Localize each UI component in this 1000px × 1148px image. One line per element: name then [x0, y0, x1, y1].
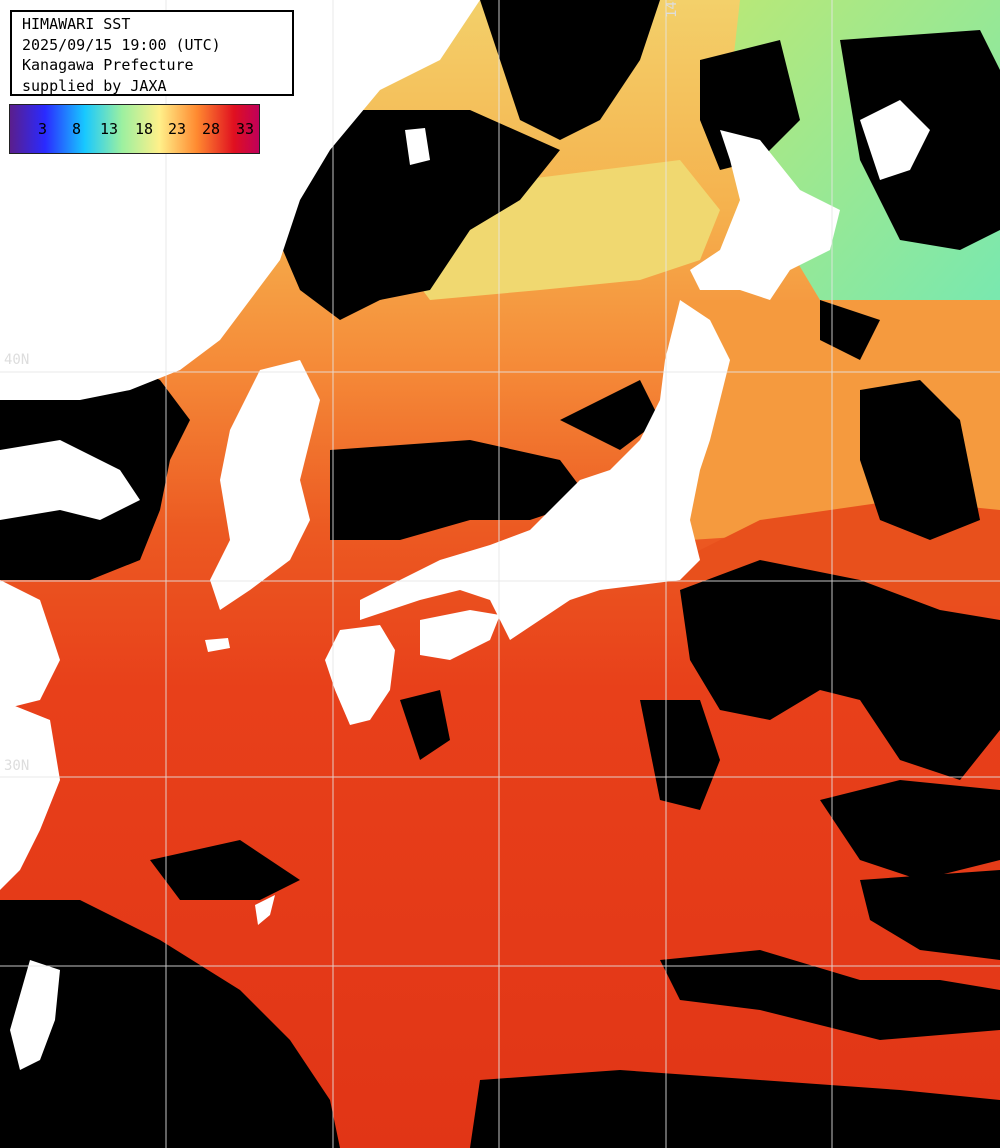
korean-peninsula [210, 360, 320, 610]
jeju [205, 638, 230, 652]
okinawa [255, 895, 275, 925]
title-line-3: Kanagawa Prefecture [22, 56, 194, 74]
shandong [0, 580, 60, 710]
hokkaido [690, 130, 840, 300]
kyushu [325, 625, 395, 725]
land-masses [0, 0, 930, 1070]
scale-label: 3 [38, 120, 48, 138]
color-scale-bar [10, 105, 259, 153]
scale-label: 33 [236, 120, 255, 138]
scale-label: 28 [202, 120, 221, 138]
scale-label: 18 [135, 120, 154, 138]
lon-label-140e: 140E [664, 0, 680, 18]
china-coast [0, 700, 60, 890]
color-scale-labels: 3 8 13 18 23 28 33 [10, 105, 259, 153]
oki-islands [405, 128, 430, 165]
title-line-1: HIMAWARI SST [22, 15, 131, 33]
title-line-4: supplied by JAXA [22, 76, 167, 95]
lat-label-40n: 40N [4, 352, 30, 368]
north-cool-sea [400, 160, 720, 300]
scale-label: 8 [72, 120, 82, 138]
map-title-box: HIMAWARI SST 2025/09/15 19:00 (UTC) Kana… [10, 10, 294, 96]
shikoku [420, 610, 500, 660]
lat-label-30n: 30N [4, 758, 30, 774]
scale-label: 13 [100, 120, 119, 138]
honshu [360, 300, 730, 640]
sakhalin [860, 100, 930, 180]
color-scale-legend: 3 8 13 18 23 28 33 [9, 104, 260, 154]
title-line-2: 2025/09/15 19:00 (UTC) [22, 35, 221, 54]
liaodong [0, 440, 140, 520]
scale-label: 23 [168, 120, 187, 138]
taiwan [10, 960, 60, 1070]
mainland-north [0, 0, 480, 400]
